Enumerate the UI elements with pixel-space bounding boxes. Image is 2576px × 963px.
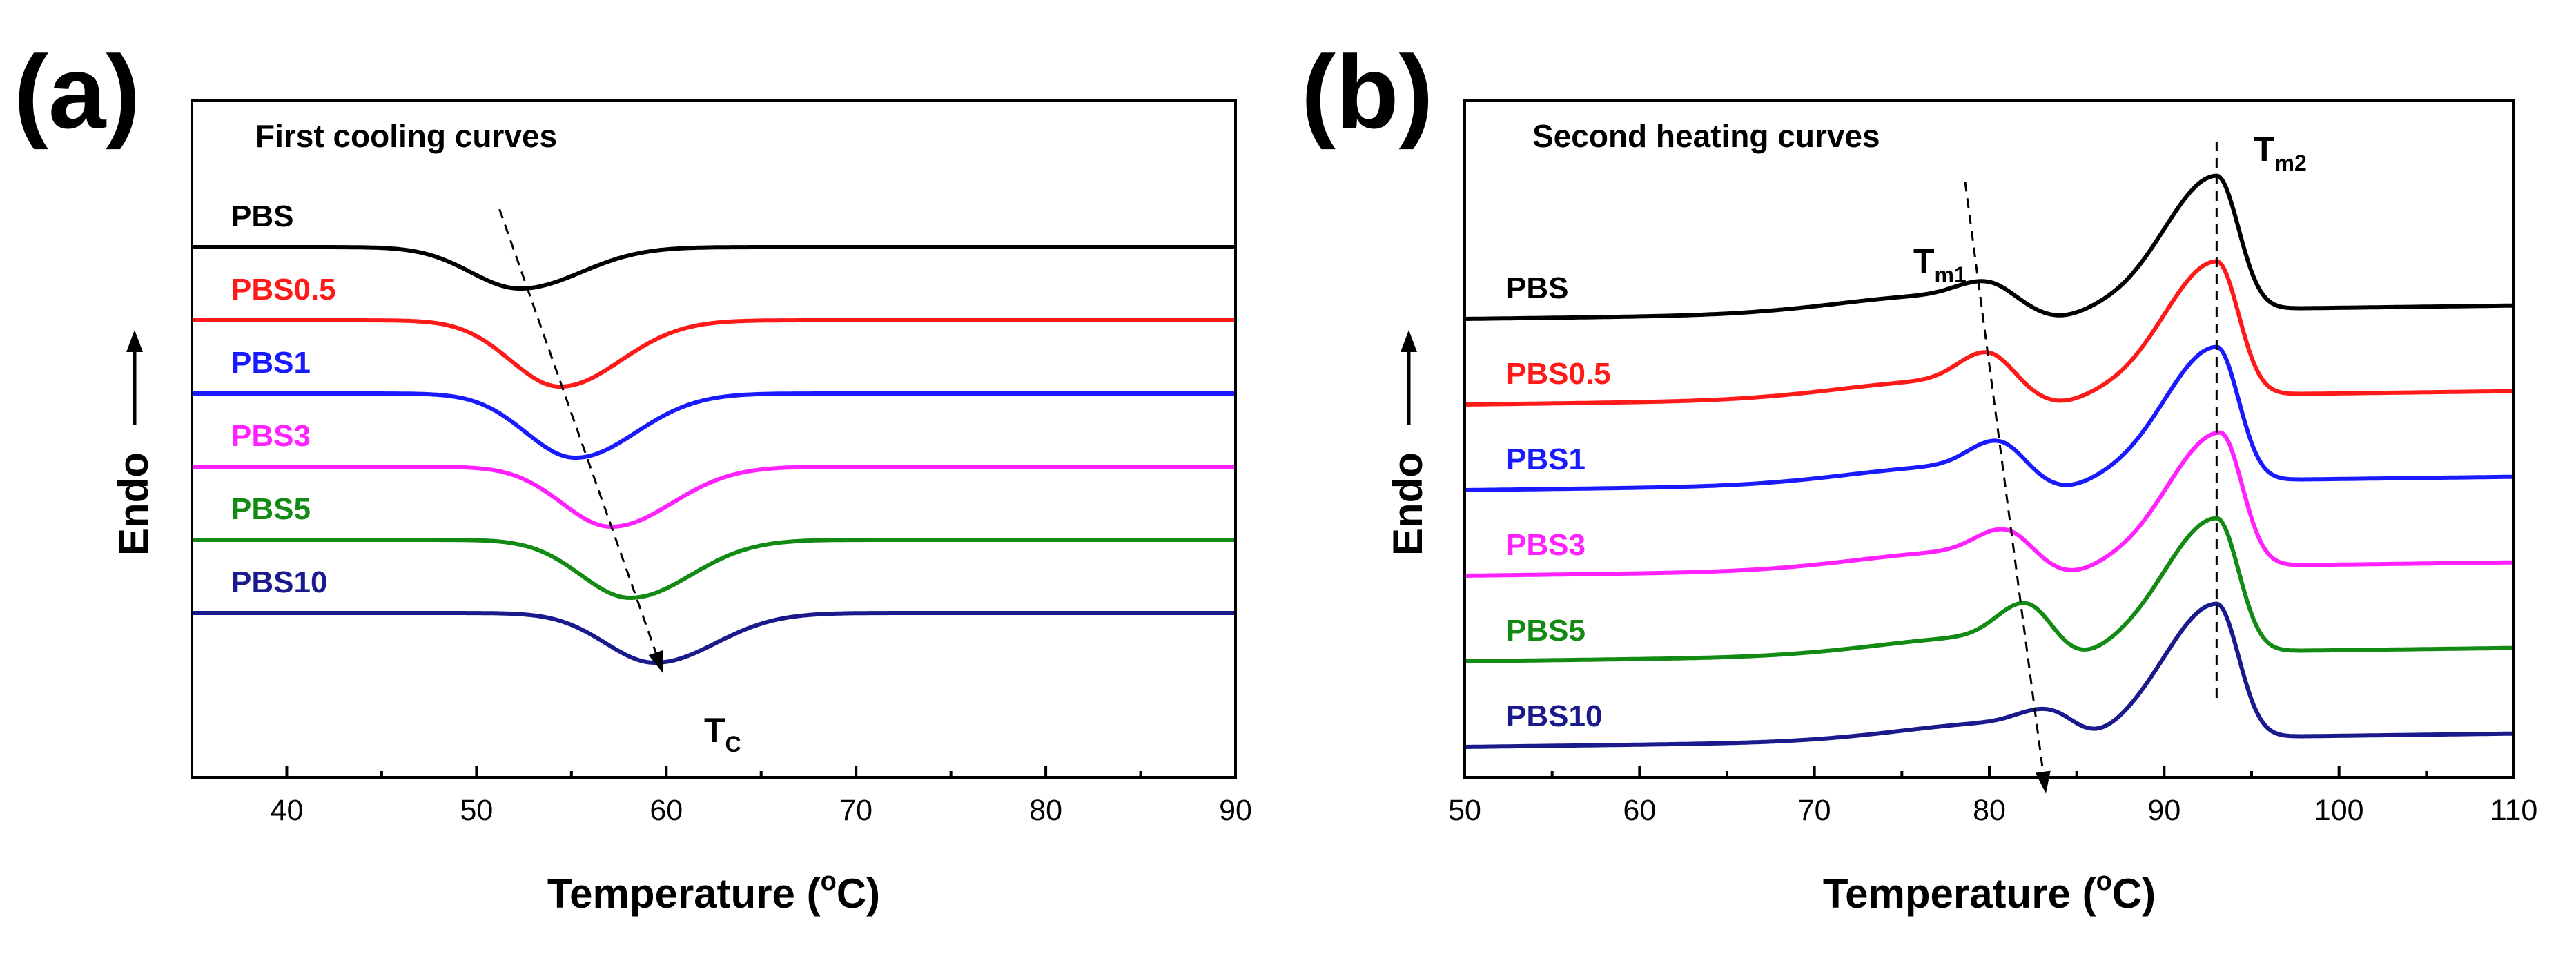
panel-a-x-tick-label-90: 90 [1219, 794, 1252, 827]
panel-b-tm1-annotation: Tm1 [1913, 242, 1967, 287]
panel-a-series-label-pbs1: PBS1 [231, 346, 311, 380]
panel-b-x-tick-label-50: 50 [1448, 794, 1481, 827]
panel-b-label: (b) [1301, 34, 1434, 150]
panel-a-x-tick-label-70: 70 [839, 794, 872, 827]
panel-b-curve-pbs10 [1464, 601, 2515, 749]
panel-a-curve-pbs3 [191, 465, 1236, 529]
panel-a-plot-frame [191, 99, 1237, 779]
panel-a-series-label-pbs3: PBS3 [231, 419, 311, 453]
panel-b-plot-frame [1463, 99, 2515, 779]
panel-b-y-axis-text: Endo [1385, 452, 1431, 556]
panel-a-cooling-chart: (a) First cooling curves PBSPBS0.5PBS1PB… [14, 34, 1252, 917]
panel-b-series-label-pbs10: PBS10 [1506, 699, 1602, 733]
panel-a-x-ticks: 40 50 60 70 80 90 [191, 766, 1252, 827]
panel-b-curve-pbs3 [1464, 430, 2515, 578]
panel-b-series-label-pbs0-5: PBS0.5 [1506, 357, 1611, 391]
panel-a-curve-pbs0-5 [191, 318, 1236, 389]
panel-a-series-label-pbs10: PBS10 [231, 565, 327, 599]
panel-b-tm2-annotation: Tm2 [2254, 130, 2307, 175]
panel-b-series-label-pbs1: PBS1 [1506, 442, 1585, 476]
panel-a-tc-annotation: TC [704, 711, 741, 757]
panel-a-label: (a) [14, 34, 140, 150]
panel-b-series-labels: PBS PBS0.5 PBS1 PBS3 PBS5 PBS10 [1506, 271, 1611, 733]
panel-b-curve-pbs0-5 [1464, 259, 2515, 407]
panel-a-x-tick-label-50: 50 [460, 794, 493, 827]
panel-b-series-label-pbs5: PBS5 [1506, 614, 1585, 648]
panel-b-x-tick-label-80: 80 [1973, 794, 2006, 827]
panel-b-x-ticks: 50 60 70 80 90 100 110 [1448, 766, 2537, 827]
panel-a-x-tick-label-40: 40 [271, 794, 304, 827]
panel-a-title: First cooling curves [255, 118, 557, 154]
panel-a-curve-pbs5 [191, 538, 1236, 600]
panel-a-y-axis-label: Endo [110, 330, 157, 556]
panel-b-curves [1464, 173, 2515, 749]
panel-a-tc-arrowhead [648, 650, 663, 674]
panel-b-x-tick-label-110: 110 [2490, 794, 2538, 827]
panel-a-x-axis-label: Temperature (oC) [547, 867, 880, 917]
panel-b-heating-chart: (b) Second heating curves PBSPBS0.5PBS1P… [1301, 34, 2537, 917]
panel-a-series-label-pbs: PBS [231, 200, 293, 233]
panel-a-curve-pbs10 [191, 611, 1236, 665]
panel-b-x-tick-label-90: 90 [2147, 794, 2180, 827]
panel-a-curve-pbs [191, 245, 1236, 291]
panel-b-series-label-pbs: PBS [1506, 271, 1568, 305]
panel-a-series-labels: PBS PBS0.5 PBS1 PBS3 PBS5 PBS10 [231, 200, 336, 599]
panel-b-title: Second heating curves [1532, 118, 1880, 154]
panel-b-x-axis-label: Temperature (oC) [1823, 867, 2156, 917]
panel-b-tm1-trend-arrow [1964, 182, 2047, 790]
panel-a-curves [191, 245, 1236, 665]
panel-a-y-axis-text: Endo [110, 452, 157, 556]
panel-b-endo-arrowhead [1401, 330, 1417, 352]
panel-a-tc-trend-arrow [498, 208, 663, 670]
panel-b-tm1-arrowhead [2035, 770, 2051, 794]
panel-a-x-tick-label-60: 60 [650, 794, 683, 827]
panel-b-x-tick-label-70: 70 [1798, 794, 1831, 827]
panel-b-x-tick-label-100: 100 [2314, 794, 2364, 827]
panel-a-curve-pbs1 [191, 391, 1236, 460]
panel-b-curve-pbs [1464, 173, 2515, 321]
panel-b-curve-pbs5 [1464, 516, 2515, 663]
panel-b-series-label-pbs3: PBS3 [1506, 528, 1585, 562]
panel-a-x-tick-label-80: 80 [1029, 794, 1062, 827]
panel-b-y-axis-label: Endo [1385, 330, 1431, 556]
panel-b-curve-pbs1 [1464, 344, 2515, 492]
panel-a-series-label-pbs0-5: PBS0.5 [231, 273, 336, 307]
panel-a-series-label-pbs5: PBS5 [231, 492, 311, 526]
panel-b-x-tick-label-60: 60 [1623, 794, 1656, 827]
panel-a-endo-arrowhead [126, 330, 143, 352]
